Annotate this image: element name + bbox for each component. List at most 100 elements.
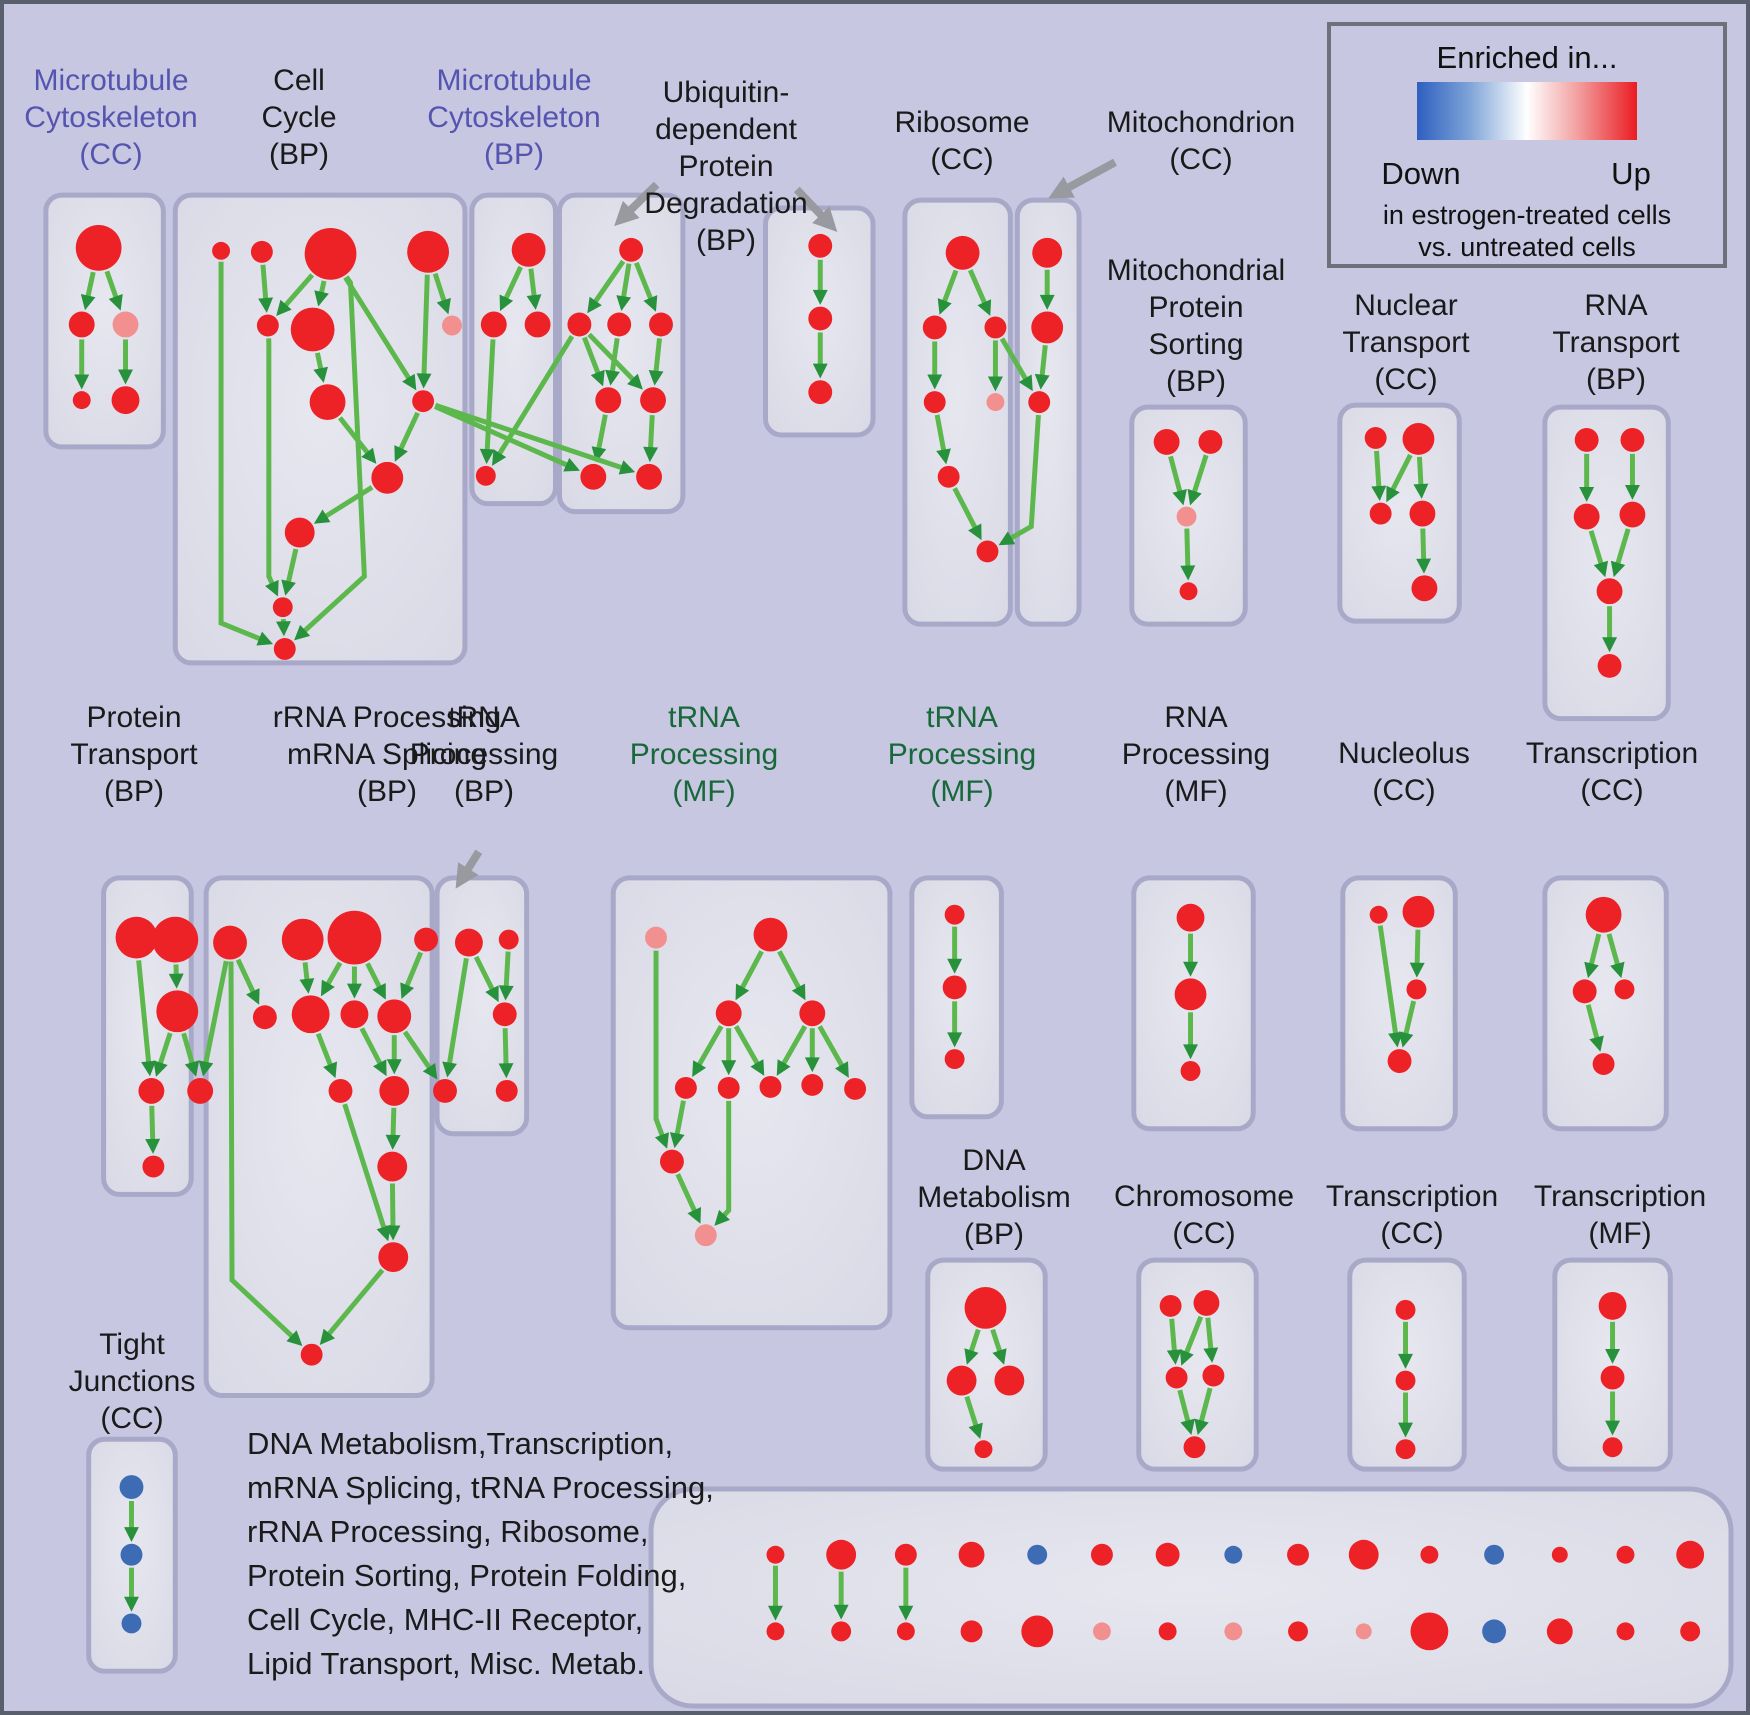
relation-edge [313, 485, 374, 524]
go-term-node [674, 1076, 697, 1099]
label-line: rRNA Processing [272, 701, 502, 734]
relation-edge [276, 273, 315, 316]
label-line: Transport [1552, 326, 1680, 359]
go-term-node [1288, 1621, 1308, 1642]
go-term-node [1179, 582, 1198, 601]
relation-edge [1180, 528, 1196, 581]
legend-down-label: Down [1381, 156, 1461, 191]
go-term-node [1287, 1543, 1309, 1566]
label-line: Microtubule [436, 64, 592, 97]
label-line: Protein [86, 701, 182, 734]
label-line: (BP) [454, 775, 514, 808]
go-term-node [1021, 1615, 1054, 1648]
go-term-node [1165, 1366, 1188, 1389]
go-term-node [1202, 1364, 1225, 1387]
label-callout-arrow [614, 181, 660, 227]
cluster-label-microtubule-cytoskeleton-bp: Microtubule Cytoskeleton (BP) [427, 62, 600, 173]
relation-edge [714, 1100, 732, 1226]
go-term-node [1402, 895, 1435, 928]
relation-edge [1585, 1004, 1604, 1052]
go-term-node [187, 1077, 214, 1104]
go-term-node [142, 1155, 165, 1178]
go-term-node [946, 1365, 977, 1396]
relation-edge [294, 275, 367, 641]
relation-edge [648, 338, 664, 386]
relation-edge [299, 962, 315, 994]
go-term-node [694, 1224, 717, 1247]
label-line: Ribosome [894, 106, 1030, 139]
relation-edge [990, 1328, 1007, 1365]
go-term-node [1180, 1061, 1201, 1081]
label-line: (BP) [484, 138, 544, 171]
go-term-node [256, 314, 279, 337]
go-term-node [580, 463, 607, 490]
label-line: (BP) [103, 775, 164, 808]
go-term-node [252, 1005, 277, 1030]
label-line: Mitochondrial [1106, 254, 1286, 287]
go-term-node [766, 1545, 785, 1564]
label-line: (BP) [1165, 365, 1226, 398]
cluster-box-trna-processing-mf-large [610, 875, 893, 1331]
go-term-node [1546, 1618, 1573, 1645]
relation-edge-cross [433, 404, 580, 472]
cluster-label-microtubule-cytoskeleton-cc: Microtubule Cytoskeleton (CC) [24, 62, 197, 173]
relation-edge-cross [402, 1030, 438, 1080]
relation-edge [587, 259, 626, 314]
go-term-node [994, 1365, 1025, 1396]
relation-edge [777, 950, 806, 1001]
label-line: Transcription [1533, 1180, 1707, 1213]
go-term-node [511, 232, 546, 267]
cluster-box-transcription-cc-upper [1542, 875, 1669, 1132]
label-line: (BP) [268, 138, 329, 171]
label-line: Processing [887, 738, 1037, 771]
go-term-node [1395, 1299, 1416, 1320]
relation-edge [964, 1395, 983, 1440]
label-line: Cytoskeleton [24, 101, 198, 134]
cluster-label-transcription-mf: Transcription (MF) [1534, 1178, 1706, 1252]
go-term-node [1183, 1436, 1206, 1459]
go-term-node [340, 1000, 369, 1029]
go-term-node [284, 517, 315, 548]
go-term-node [1355, 1623, 1372, 1640]
go-term-node [328, 1078, 353, 1103]
relation-edge [432, 272, 451, 315]
go-term-node [717, 1076, 740, 1099]
cluster-box-transcription-mf [1552, 1257, 1673, 1472]
go-term-node [1387, 1049, 1412, 1073]
relation-edge [319, 1268, 385, 1345]
relation-edge [394, 411, 420, 462]
relation-edge [343, 276, 417, 391]
relation-edge [442, 957, 469, 1078]
go-term-node [922, 315, 947, 340]
relation-edge [934, 414, 951, 465]
relation-edge [675, 1173, 702, 1224]
label-line: (CC) [1580, 774, 1644, 807]
summary-line: Cell Cycle, MHC-II Receptor, [247, 1602, 644, 1637]
relation-edge [1194, 1387, 1213, 1435]
label-line: tRNA [926, 701, 998, 734]
relation-edge [692, 1024, 724, 1077]
cluster-label-protein-transport-bp: Protein Transport (BP) [70, 699, 197, 810]
summary-line: DNA Metabolism,Transcription, [247, 1426, 674, 1461]
go-term-node [1551, 1546, 1568, 1563]
go-term-node [291, 995, 330, 1034]
relation-edge [1610, 528, 1631, 578]
go-term-node [1482, 1619, 1507, 1644]
label-callout-arrow [455, 849, 483, 889]
relation-edge [416, 274, 432, 389]
label-line: Sorting [1148, 328, 1244, 361]
go-term-node [414, 927, 439, 952]
cluster-box-transcription-cc-lower [1347, 1257, 1467, 1472]
cluster-label-trna-processing-mf-small: tRNA Processing (MF) [888, 699, 1036, 810]
legend-subtitle-line2: vs. untreated cells [1418, 232, 1636, 262]
go-term-node [272, 597, 293, 618]
go-term-node [923, 391, 946, 414]
relation-edge [776, 1024, 808, 1076]
label-line: (CC) [930, 143, 994, 176]
relation-edge [281, 548, 299, 596]
relation-edge [1416, 528, 1432, 574]
summary-category-list: DNA Metabolism,Transcription, mRNA Splic… [247, 1422, 714, 1686]
go-term-node [498, 929, 519, 950]
go-term-node [1573, 503, 1600, 530]
relation-edge [498, 951, 514, 1001]
